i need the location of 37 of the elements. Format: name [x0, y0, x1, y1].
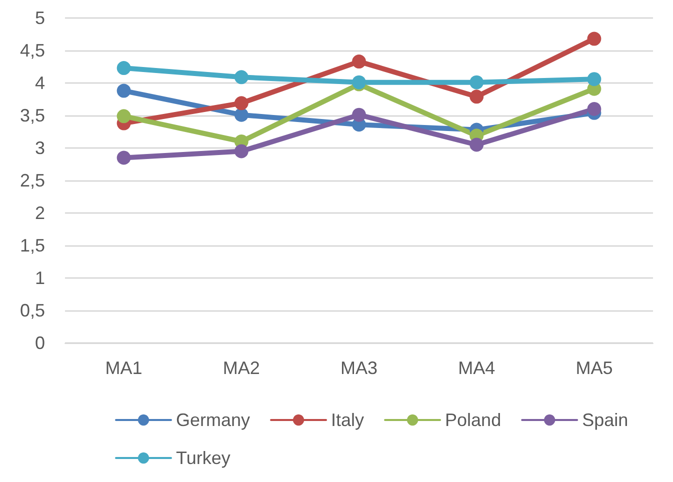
x-tick-label: MA1	[105, 358, 142, 378]
x-tick-label: MA5	[576, 358, 613, 378]
y-tick-label: 3,5	[20, 106, 45, 126]
point	[352, 108, 366, 122]
point	[587, 102, 602, 116]
y-tick-label: 0,5	[20, 300, 45, 320]
legend-label: Poland	[445, 410, 502, 430]
point	[470, 90, 484, 104]
point	[470, 75, 484, 90]
point	[116, 109, 131, 124]
point	[116, 150, 131, 165]
point	[234, 144, 248, 158]
point	[234, 108, 248, 122]
y-tick-label: 1,5	[20, 236, 45, 256]
point	[587, 72, 602, 86]
point	[587, 32, 602, 46]
y-tick-label: 5	[34, 8, 45, 28]
y-tick-label: 0	[34, 333, 45, 353]
y-tick-label: 4,5	[20, 40, 45, 60]
point	[116, 61, 131, 76]
y-tick-label: 2,5	[20, 170, 45, 190]
legend-label: Turkey	[176, 448, 230, 468]
legend-label: Italy	[331, 410, 364, 430]
point	[234, 70, 248, 84]
x-tick-label: MA4	[458, 358, 496, 378]
legend-label: Spain	[582, 410, 628, 430]
y-tick-label: 4	[34, 73, 45, 93]
x-tick-label: MA3	[340, 358, 378, 378]
x-tick-label: MA2	[222, 358, 260, 378]
y-tick-label: 2	[34, 203, 45, 223]
y-tick-label: 3	[34, 138, 45, 158]
point	[116, 84, 131, 98]
point	[352, 54, 366, 69]
point	[234, 96, 248, 110]
y-tick-label: 1	[34, 268, 45, 288]
point	[470, 138, 484, 152]
legend-label: Germany	[176, 410, 250, 430]
